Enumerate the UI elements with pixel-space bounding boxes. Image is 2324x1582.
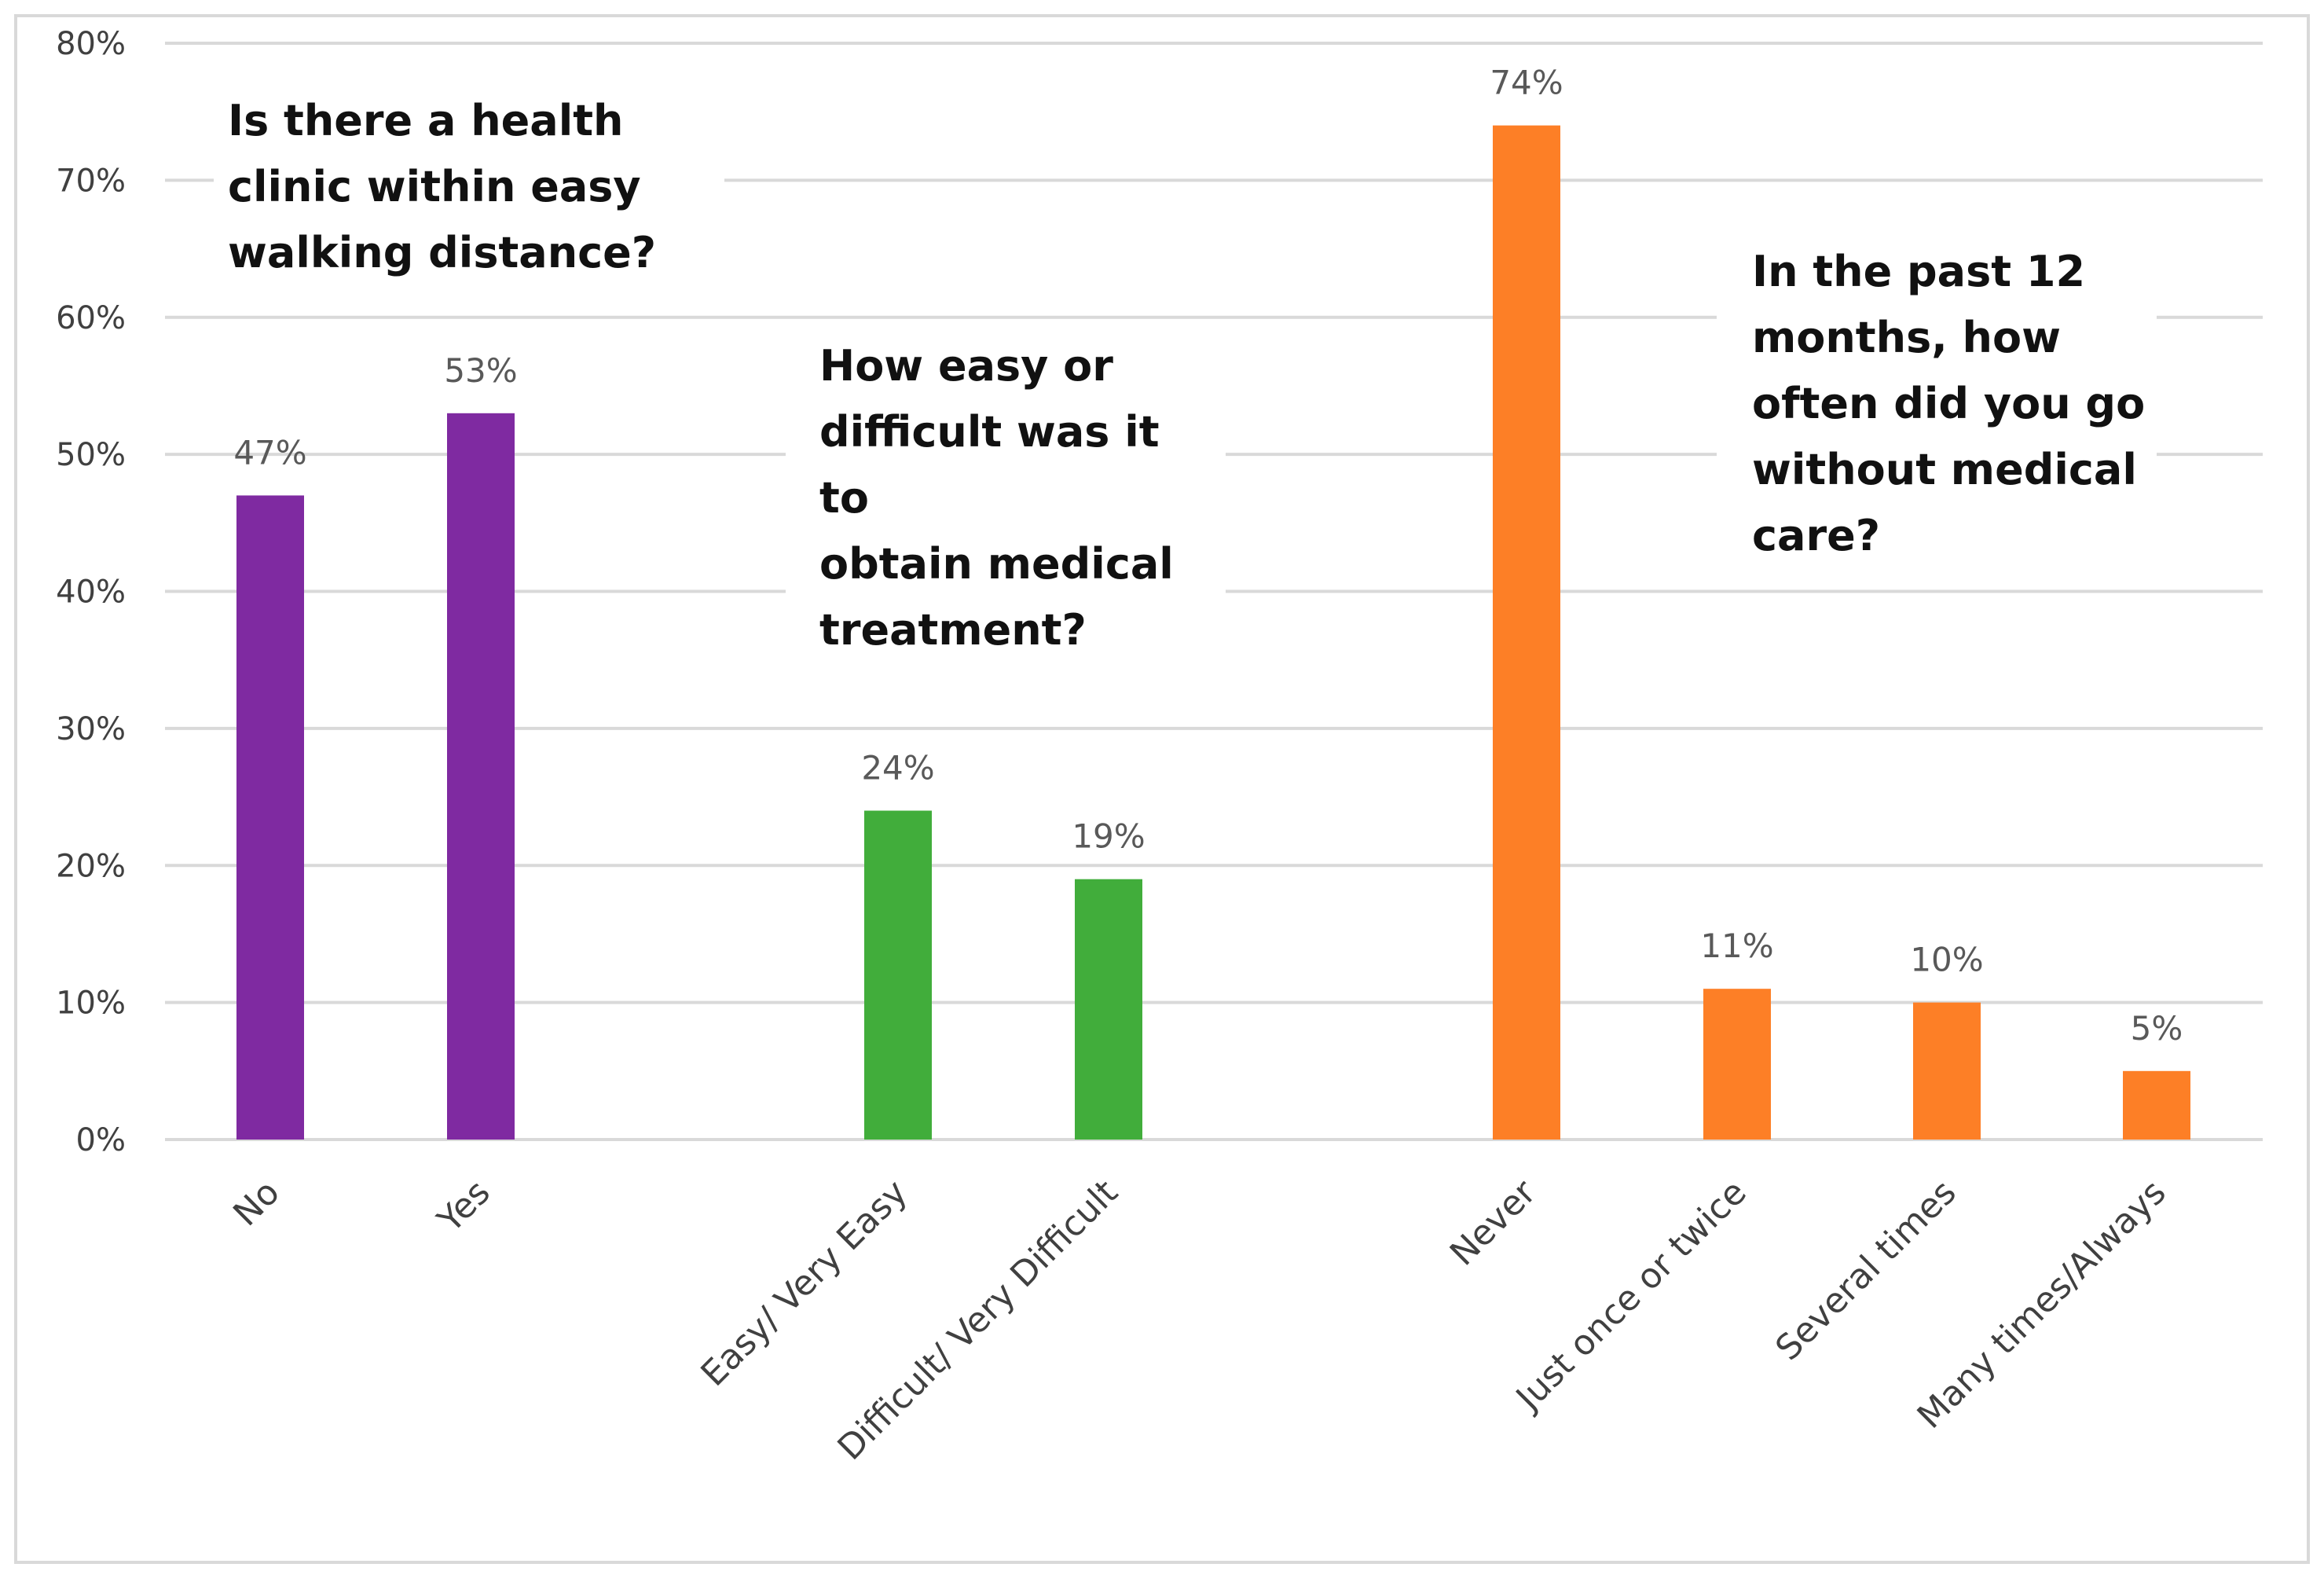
group-annotation-line: treatment?: [819, 605, 1087, 655]
bar: [1493, 125, 1560, 1140]
bars: [236, 125, 2190, 1140]
group-annotation-line: clinic within easy: [228, 162, 641, 211]
data-label: 74%: [1490, 64, 1563, 102]
y-tick-label: 20%: [56, 848, 126, 884]
annotations: Is there a health clinic within easy walki…: [214, 93, 2157, 676]
y-tick-label: 60%: [56, 300, 126, 336]
bar: [1075, 879, 1142, 1140]
annotation-background: [1717, 244, 2157, 582]
annotation-background: [214, 93, 724, 299]
bar: [2123, 1070, 2190, 1140]
annotation-background: [786, 338, 1226, 676]
y-tick-label: 50%: [56, 437, 126, 473]
data-label: 5%: [2131, 1009, 2183, 1048]
data-label: 47%: [233, 433, 306, 472]
group-annotation-line: without medical: [1752, 445, 2137, 494]
data-label: 19%: [1072, 817, 1145, 856]
y-tick-label: 30%: [56, 711, 126, 747]
bar: [1703, 989, 1771, 1140]
y-tick-label: 40%: [56, 574, 126, 611]
y-tick-label: 70%: [56, 163, 126, 199]
bar: [447, 413, 515, 1140]
bar: [864, 810, 932, 1140]
group-annotation-line: often did you go: [1752, 379, 2145, 428]
y-axis-ticks: 0% 10% 20% 30% 40% 50% 60% 70% 80%: [56, 26, 126, 1158]
group-annotation-line: difficult was it: [819, 407, 1160, 457]
data-label: 10%: [1910, 941, 1983, 979]
group-annotation-line: months, how: [1752, 313, 2061, 362]
data-label: 24%: [861, 749, 934, 787]
y-tick-label: 10%: [56, 986, 126, 1022]
data-label: 53%: [444, 351, 517, 390]
bar: [1913, 1002, 1981, 1140]
group-annotation-line: Is there a health: [228, 96, 623, 145]
bar: [236, 495, 304, 1140]
group-annotation-line: walking distance?: [228, 228, 656, 277]
y-tick-label: 0%: [76, 1122, 126, 1158]
group-annotation-line: In the past 12: [1752, 247, 2085, 296]
data-labels: 47% 53% 24% 19% 74% 11% 10% 5%: [233, 64, 2183, 1048]
group-annotation-line: How easy or: [819, 341, 1113, 391]
group-annotation-line: to: [819, 473, 869, 523]
group-annotation-line: care?: [1752, 511, 1880, 560]
data-label: 11%: [1700, 927, 1773, 965]
y-tick-label: 80%: [56, 26, 126, 62]
group-annotation-line: obtain medical: [819, 539, 1174, 589]
